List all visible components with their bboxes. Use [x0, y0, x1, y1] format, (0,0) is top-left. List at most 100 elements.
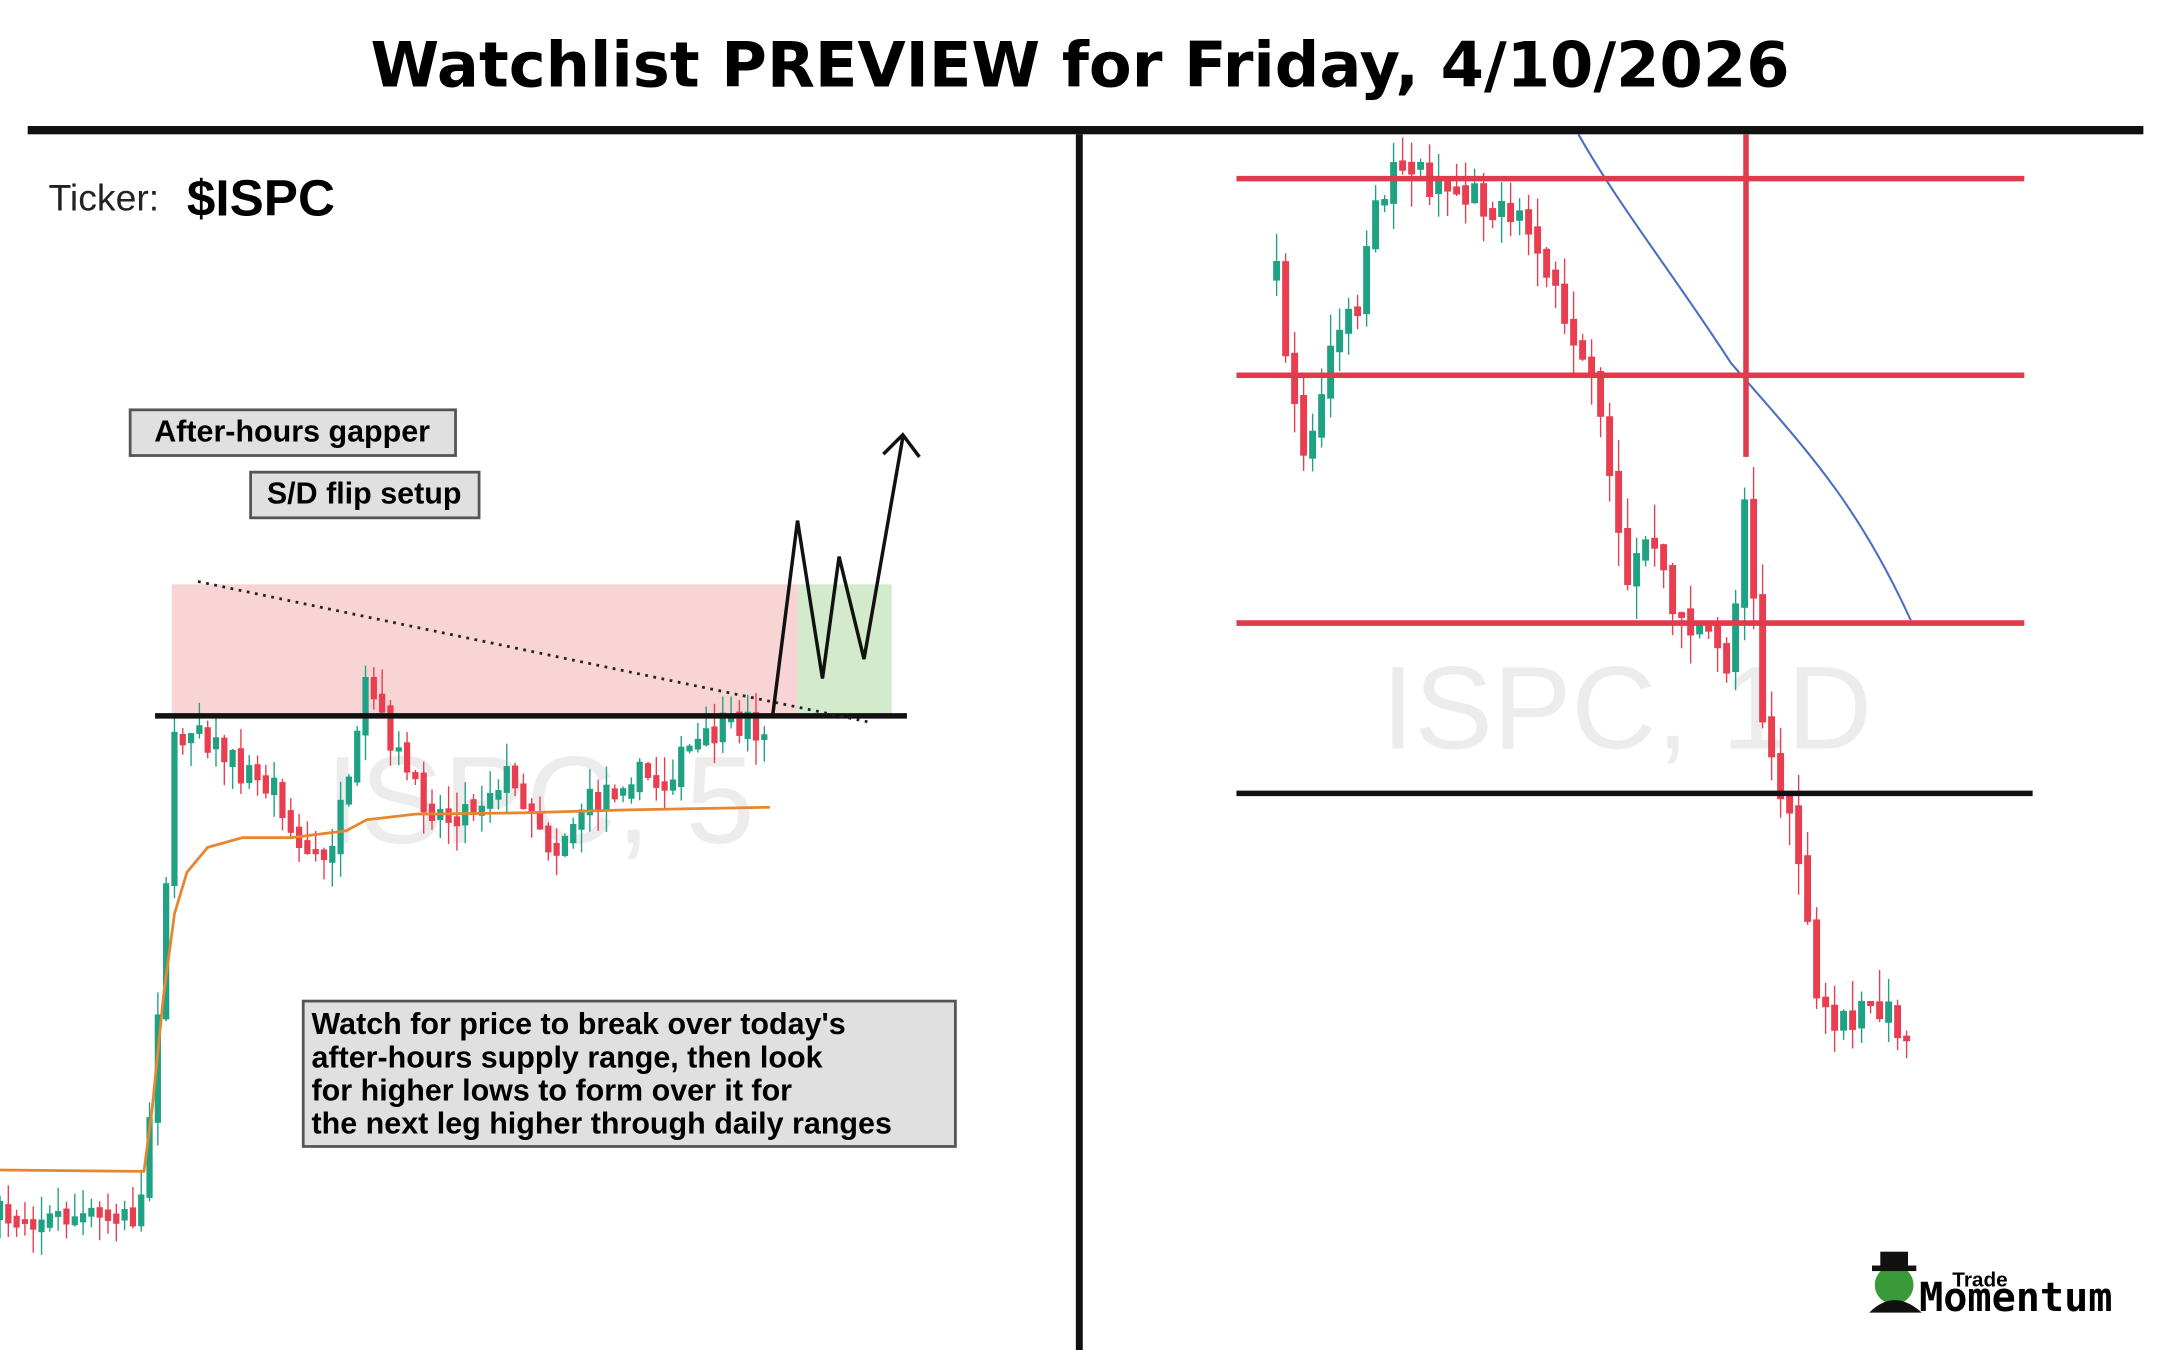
candle — [1669, 565, 1677, 615]
candle — [678, 746, 685, 788]
candle — [453, 816, 461, 827]
projection-arrow — [770, 432, 921, 717]
candle — [1453, 186, 1461, 195]
logo-bottom: Momentum — [1919, 1275, 2112, 1321]
candle — [55, 1211, 62, 1217]
candle — [1579, 340, 1587, 360]
logo: Trade Momentum — [1869, 1251, 2112, 1321]
candle — [387, 705, 394, 751]
candle — [1300, 395, 1308, 456]
candle — [1705, 625, 1713, 632]
candle — [487, 792, 494, 809]
candle — [703, 728, 710, 746]
candle — [1660, 544, 1668, 571]
right-candles — [1273, 137, 1911, 1059]
candle — [1777, 753, 1785, 800]
candle — [1606, 416, 1614, 477]
tag: After-hours gapper — [154, 414, 430, 448]
note-box — [301, 999, 957, 1148]
candle — [694, 738, 701, 750]
candle — [1318, 394, 1326, 438]
candle — [88, 1207, 95, 1217]
candle — [428, 803, 436, 822]
candle — [528, 803, 535, 815]
candle — [1399, 160, 1407, 171]
candle — [1543, 248, 1551, 278]
header-rule — [27, 126, 2144, 135]
candle — [1723, 643, 1731, 674]
candle — [1372, 200, 1380, 250]
candle — [71, 1216, 78, 1226]
candle — [1867, 1001, 1875, 1007]
candle — [761, 734, 768, 741]
candle — [736, 711, 743, 736]
candle — [752, 712, 760, 741]
candle — [138, 1194, 145, 1227]
candle — [1903, 1035, 1911, 1042]
candle — [1759, 594, 1767, 723]
candle — [636, 761, 643, 793]
candle — [1282, 261, 1290, 357]
candle — [578, 809, 585, 830]
candle — [478, 805, 485, 816]
note-line: the next leg higher through daily ranges — [312, 1107, 892, 1141]
candle — [1291, 352, 1299, 405]
candle — [1858, 1000, 1866, 1029]
candle — [287, 810, 294, 833]
candle — [113, 1213, 120, 1224]
candle — [403, 742, 411, 773]
ticker: $ISPC — [187, 170, 335, 227]
candle — [420, 772, 427, 813]
candle — [212, 737, 220, 750]
candle — [1795, 805, 1803, 865]
candle — [237, 748, 245, 784]
candle — [1588, 356, 1596, 377]
candle — [661, 781, 668, 791]
candle — [1750, 498, 1758, 599]
supply-zone — [171, 584, 798, 718]
candle — [628, 784, 635, 799]
title: Watchlist PREVIEW for Friday, 4/10/2026 — [370, 28, 1789, 101]
candle — [1273, 261, 1281, 281]
candle — [221, 737, 228, 763]
candle — [719, 712, 726, 743]
candle — [561, 835, 569, 857]
candle — [1309, 430, 1317, 459]
candle — [669, 779, 677, 791]
candle — [246, 765, 253, 784]
candle — [254, 764, 261, 781]
moving-average — [1577, 134, 1912, 621]
candle — [1381, 199, 1389, 206]
candle — [1768, 716, 1776, 758]
candle — [545, 825, 552, 853]
candle — [345, 776, 353, 805]
candle — [1840, 1010, 1848, 1031]
candle — [1408, 161, 1416, 175]
candle — [1732, 603, 1740, 673]
candle — [104, 1209, 112, 1221]
candle — [711, 726, 718, 744]
candle — [204, 727, 211, 753]
candle — [1525, 209, 1533, 235]
candle — [171, 731, 178, 887]
candle — [30, 1219, 37, 1230]
candle — [312, 849, 319, 855]
candle — [1516, 210, 1524, 221]
candle — [1894, 1005, 1902, 1039]
candle — [362, 676, 369, 736]
candle — [0, 1200, 4, 1221]
candle — [1678, 612, 1686, 618]
candle — [511, 765, 519, 789]
candle — [5, 1204, 12, 1224]
candle — [1480, 183, 1488, 217]
candle — [686, 745, 693, 752]
candle — [1498, 200, 1506, 217]
candle — [1462, 185, 1470, 205]
candle — [1471, 183, 1479, 204]
candle — [445, 808, 452, 823]
candle — [187, 733, 195, 744]
candle — [586, 788, 593, 816]
candle — [653, 775, 660, 788]
candle — [262, 775, 269, 794]
candle — [279, 782, 286, 818]
